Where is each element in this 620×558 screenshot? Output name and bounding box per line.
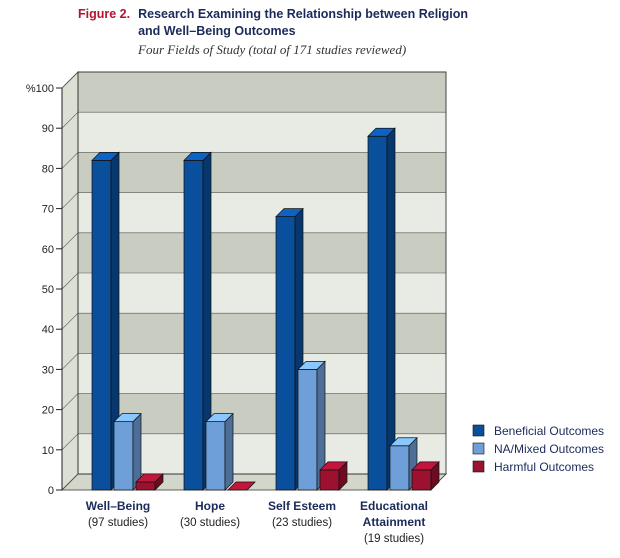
y-tick-label: 70 xyxy=(42,204,54,216)
y-tick-label: 30 xyxy=(42,364,54,376)
figure-label: Figure 2. xyxy=(78,7,131,21)
category-label: Well–Being xyxy=(86,499,150,513)
bars xyxy=(91,127,440,491)
y-tick-label: 20 xyxy=(42,405,54,417)
category-label: Attainment xyxy=(363,515,426,529)
bar-top xyxy=(135,473,164,483)
bar-top xyxy=(367,127,396,137)
bar-top xyxy=(205,413,234,423)
bar xyxy=(91,151,120,491)
bar xyxy=(183,151,212,491)
bar xyxy=(113,412,142,491)
y-tick-label: 0 xyxy=(48,485,54,497)
legend-label: Harmful Outcomes xyxy=(494,460,594,474)
bar-side xyxy=(224,412,234,491)
legend-label: Beneficial Outcomes xyxy=(494,424,604,438)
category-note: (19 studies) xyxy=(364,533,424,545)
category-label: Educational xyxy=(360,499,428,513)
category-labels: Well–Being (97 studies) Hope (30 studies) Se… xyxy=(86,499,428,545)
bar-front xyxy=(389,445,410,491)
y-tick-label: 10 xyxy=(42,445,54,457)
bar-top xyxy=(227,481,256,491)
category-note: (97 studies) xyxy=(88,517,148,529)
bar-top xyxy=(275,208,304,217)
bar xyxy=(367,127,396,491)
bar-side xyxy=(386,127,396,491)
bar-front xyxy=(205,421,226,491)
bar-top xyxy=(389,437,418,447)
legend-swatch xyxy=(472,442,485,455)
bar-front xyxy=(275,216,296,491)
bar xyxy=(411,461,440,491)
y-tick-label: 40 xyxy=(42,324,54,336)
plot-frame xyxy=(77,71,447,475)
bar xyxy=(297,360,326,491)
bar-top xyxy=(113,413,142,423)
category-label: Hope xyxy=(195,499,225,513)
bar xyxy=(227,481,256,491)
bar-top xyxy=(297,361,326,370)
category-label: Self Esteem xyxy=(268,499,336,513)
bar xyxy=(205,412,234,491)
y-axis: 0 10 20 30 40 50 60 70 80 90 %100 xyxy=(26,83,63,497)
y-tick-label: 50 xyxy=(42,284,54,296)
figure-subtitle: Four Fields of Study (total of 171 studi… xyxy=(138,42,407,57)
bar-front xyxy=(297,369,318,491)
y-tick-label: %100 xyxy=(26,83,54,95)
bar-top xyxy=(91,152,120,161)
bar xyxy=(135,473,164,491)
figure-header: Figure 2. Research Examining the Relatio… xyxy=(78,6,598,58)
figure-title: Research Examining the Relationship betw… xyxy=(138,7,469,38)
legend-swatch xyxy=(472,424,485,437)
bar-front xyxy=(411,469,432,491)
bar-front xyxy=(183,160,204,491)
bar-front xyxy=(319,469,340,491)
y-tick-label: 90 xyxy=(42,123,54,135)
category-note: (23 studies) xyxy=(272,517,332,529)
bar-top xyxy=(319,461,348,471)
bar-front xyxy=(367,135,388,491)
bar-top xyxy=(411,461,440,471)
bar-front xyxy=(113,421,134,491)
bar-top xyxy=(183,152,212,161)
y-tick-label: 60 xyxy=(42,244,54,256)
bar-front xyxy=(91,160,112,491)
bar xyxy=(319,461,348,491)
legend-label: NA/Mixed Outcomes xyxy=(494,442,604,456)
plot-band xyxy=(78,72,446,113)
bar-front xyxy=(135,481,156,491)
legend-swatch xyxy=(472,460,485,473)
legend: Beneficial Outcomes NA/Mixed Outcomes Harm… xyxy=(472,424,604,474)
y-tick-label: 80 xyxy=(42,163,54,175)
category-note: (30 studies) xyxy=(180,517,240,529)
